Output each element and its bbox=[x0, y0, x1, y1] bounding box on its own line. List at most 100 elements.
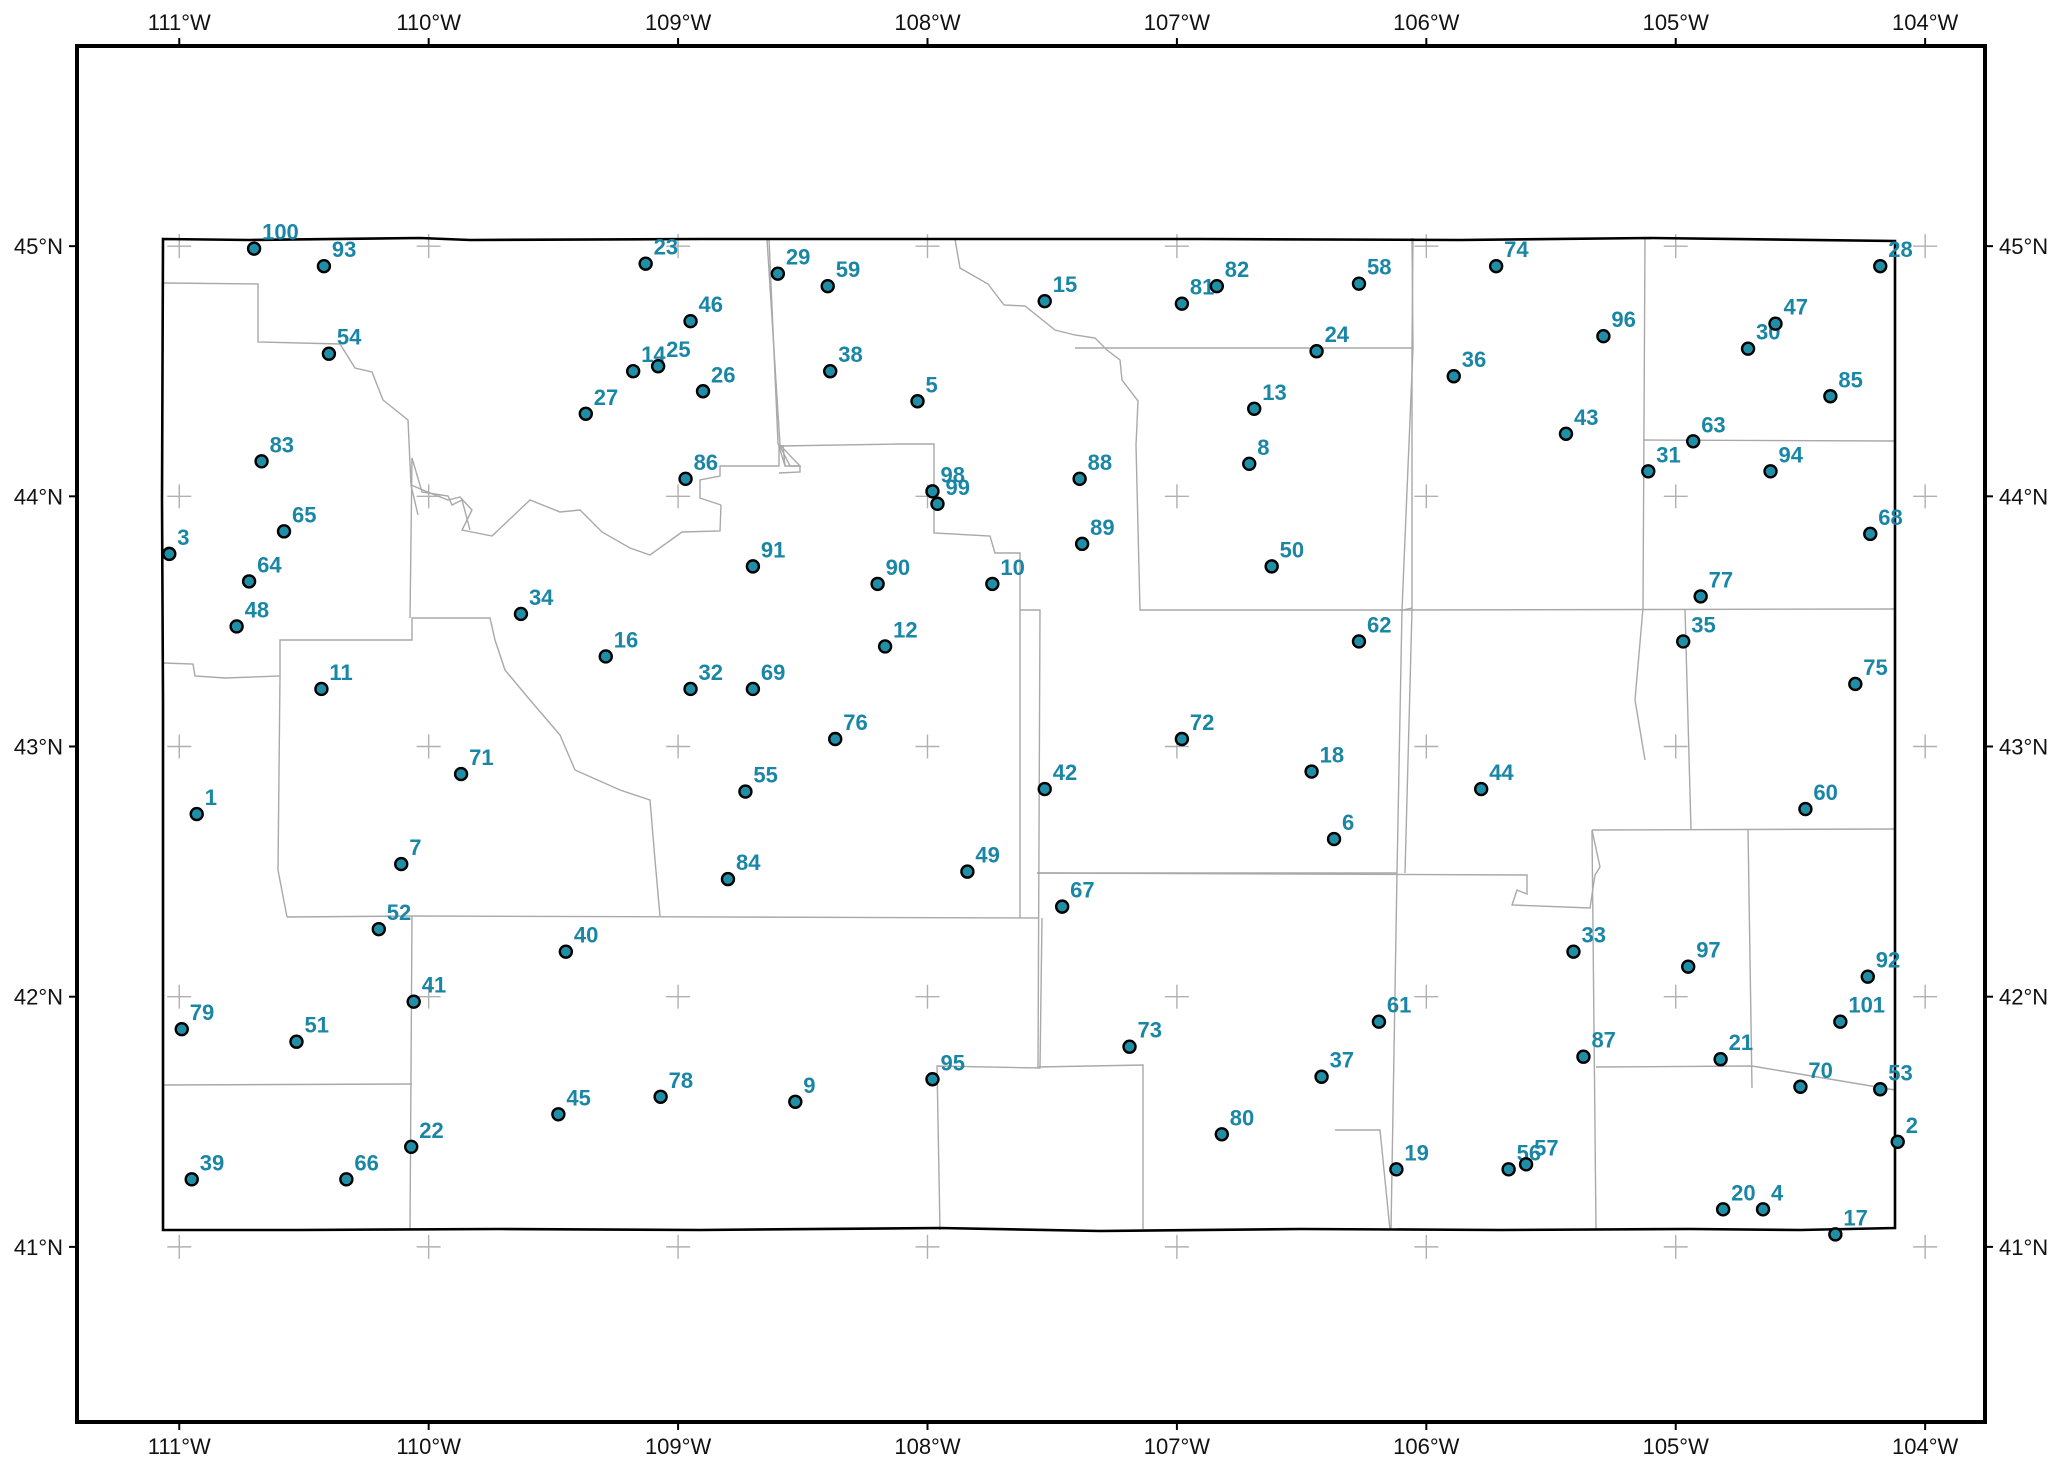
station-64: 64 bbox=[241, 552, 282, 589]
station-label: 4 bbox=[1771, 1180, 1784, 1205]
station-marker bbox=[1326, 831, 1342, 847]
station-label: 61 bbox=[1387, 993, 1411, 1018]
station-marker bbox=[1740, 341, 1756, 356]
station-marker bbox=[1247, 401, 1262, 416]
station-label: 100 bbox=[262, 220, 299, 245]
station-marker bbox=[1713, 1052, 1728, 1067]
station-6: 6 bbox=[1326, 810, 1354, 847]
station-55: 55 bbox=[738, 763, 778, 799]
station-marker bbox=[1823, 389, 1838, 404]
station-9: 9 bbox=[788, 1073, 816, 1109]
lon-tick-label-top: 110°W bbox=[396, 10, 461, 35]
station-85: 85 bbox=[1823, 367, 1863, 404]
county-line bbox=[1595, 1065, 1896, 1091]
station-label: 74 bbox=[1504, 237, 1529, 262]
station-marker bbox=[314, 681, 329, 697]
station-marker bbox=[1037, 781, 1052, 797]
station-96: 96 bbox=[1596, 307, 1636, 344]
station-marker bbox=[1715, 1202, 1731, 1217]
station-label: 18 bbox=[1320, 743, 1344, 768]
station-marker bbox=[229, 619, 244, 634]
station-89: 89 bbox=[1074, 515, 1115, 552]
station-label: 89 bbox=[1090, 515, 1114, 540]
station-marker bbox=[1890, 1134, 1905, 1149]
station-marker bbox=[1680, 959, 1696, 974]
station-73: 73 bbox=[1122, 1018, 1162, 1054]
station-marker bbox=[1848, 676, 1863, 692]
station-marker bbox=[254, 454, 269, 469]
county-line bbox=[778, 443, 1021, 610]
station-label: 50 bbox=[1280, 537, 1304, 562]
station-label: 5 bbox=[926, 372, 938, 397]
station-33: 33 bbox=[1566, 923, 1606, 959]
station-75: 75 bbox=[1848, 655, 1888, 692]
station-38: 38 bbox=[823, 342, 863, 379]
axis-ticks: 111°W 111°W 110°W 110°W 109°W 109°W 108°W 108°W… bbox=[14, 10, 2048, 1459]
station-label: 35 bbox=[1691, 612, 1715, 637]
station-marker bbox=[745, 681, 761, 697]
station-marker bbox=[339, 1172, 354, 1187]
station-87: 87 bbox=[1576, 1028, 1616, 1064]
graticule-crosses bbox=[167, 234, 1938, 1259]
station-marker bbox=[276, 524, 292, 539]
station-53: 53 bbox=[1873, 1060, 1913, 1097]
station-marker bbox=[1873, 1082, 1888, 1097]
station-marker bbox=[1242, 456, 1257, 472]
station-label: 41 bbox=[422, 973, 446, 998]
station-4: 4 bbox=[1755, 1180, 1784, 1217]
station-45: 45 bbox=[551, 1085, 591, 1122]
station-marker bbox=[695, 384, 711, 399]
station-marker bbox=[598, 649, 613, 664]
lon-tick-label-bottom: 110°W bbox=[396, 1434, 461, 1459]
station-92: 92 bbox=[1860, 948, 1900, 984]
station-70: 70 bbox=[1793, 1058, 1833, 1094]
station-marker bbox=[1566, 944, 1581, 959]
station-50: 50 bbox=[1264, 537, 1304, 574]
station-marker bbox=[1860, 969, 1875, 984]
county-line bbox=[954, 238, 1139, 446]
station-label: 25 bbox=[666, 337, 690, 362]
station-1: 1 bbox=[189, 785, 217, 822]
county-line bbox=[1390, 237, 1414, 1231]
station-27: 27 bbox=[578, 385, 618, 421]
station-69: 69 bbox=[745, 660, 785, 697]
station-label: 15 bbox=[1053, 272, 1077, 297]
station-label: 51 bbox=[304, 1013, 328, 1038]
station-label: 65 bbox=[292, 502, 316, 527]
county-line bbox=[409, 457, 471, 619]
lat-tick-label-left: 44°N bbox=[14, 484, 63, 509]
station-18: 18 bbox=[1304, 743, 1344, 779]
station-marker bbox=[1768, 316, 1783, 331]
station-marker bbox=[1309, 344, 1324, 359]
station-label: 83 bbox=[270, 432, 294, 457]
map-frame-border bbox=[75, 44, 1987, 1424]
station-label: 91 bbox=[761, 537, 785, 562]
station-label: 84 bbox=[736, 850, 761, 875]
station-label: 76 bbox=[843, 710, 867, 735]
station-41: 41 bbox=[406, 973, 446, 1009]
county-line bbox=[162, 617, 661, 917]
station-marker bbox=[683, 314, 698, 329]
station-82: 82 bbox=[1209, 257, 1249, 294]
county-line bbox=[1591, 828, 1896, 831]
station-label: 90 bbox=[886, 555, 910, 580]
station-65: 65 bbox=[276, 502, 316, 539]
station-label: 87 bbox=[1591, 1028, 1615, 1053]
station-label: 68 bbox=[1878, 505, 1902, 530]
station-17: 17 bbox=[1828, 1205, 1868, 1242]
station-marker bbox=[1037, 293, 1052, 309]
station-24: 24 bbox=[1309, 322, 1350, 359]
station-label: 7 bbox=[409, 835, 421, 860]
station-label: 77 bbox=[1709, 567, 1733, 592]
station-97: 97 bbox=[1680, 938, 1721, 974]
station-label: 45 bbox=[566, 1085, 590, 1110]
station-label: 31 bbox=[1656, 442, 1680, 467]
station-marker bbox=[828, 731, 843, 747]
station-34: 34 bbox=[513, 585, 554, 622]
station-marker bbox=[925, 1072, 940, 1087]
station-63: 63 bbox=[1685, 412, 1726, 449]
station-94: 94 bbox=[1763, 442, 1804, 479]
lon-tick-label-bottom: 105°W bbox=[1643, 1434, 1710, 1459]
station-label: 71 bbox=[469, 745, 493, 770]
station-marker bbox=[371, 921, 386, 937]
